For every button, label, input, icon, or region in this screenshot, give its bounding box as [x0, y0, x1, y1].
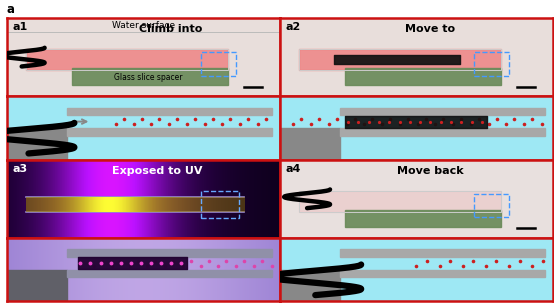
Text: a3: a3: [12, 164, 27, 174]
Text: Climb into: Climb into: [139, 25, 202, 35]
Bar: [201, 191, 239, 218]
Bar: [345, 68, 501, 85]
Bar: [299, 191, 501, 211]
Bar: [26, 49, 228, 70]
Bar: [340, 128, 545, 136]
Bar: [340, 108, 545, 115]
Bar: [299, 49, 501, 70]
Text: a: a: [7, 3, 14, 16]
Bar: [66, 108, 271, 115]
Text: Move back: Move back: [397, 166, 463, 176]
Bar: [280, 128, 340, 160]
Bar: [66, 249, 271, 257]
Text: Move to: Move to: [405, 25, 455, 35]
Bar: [66, 270, 271, 277]
Bar: [72, 68, 228, 85]
Bar: [340, 249, 545, 257]
Bar: [7, 270, 66, 301]
Bar: [299, 191, 501, 211]
Bar: [26, 49, 228, 70]
Bar: [201, 52, 236, 76]
Bar: [66, 128, 271, 136]
Text: a1: a1: [12, 22, 27, 32]
Bar: [474, 52, 509, 76]
Bar: [280, 270, 340, 301]
Text: a4: a4: [285, 164, 301, 174]
Bar: [7, 128, 66, 160]
Text: Glass slice spacer: Glass slice spacer: [115, 73, 183, 82]
Bar: [345, 210, 501, 227]
Text: a2: a2: [285, 22, 300, 32]
Text: Exposed to UV: Exposed to UV: [111, 166, 202, 176]
Bar: [474, 194, 509, 218]
Bar: [299, 49, 501, 70]
Bar: [340, 270, 545, 277]
Text: Water surface: Water surface: [112, 22, 175, 31]
